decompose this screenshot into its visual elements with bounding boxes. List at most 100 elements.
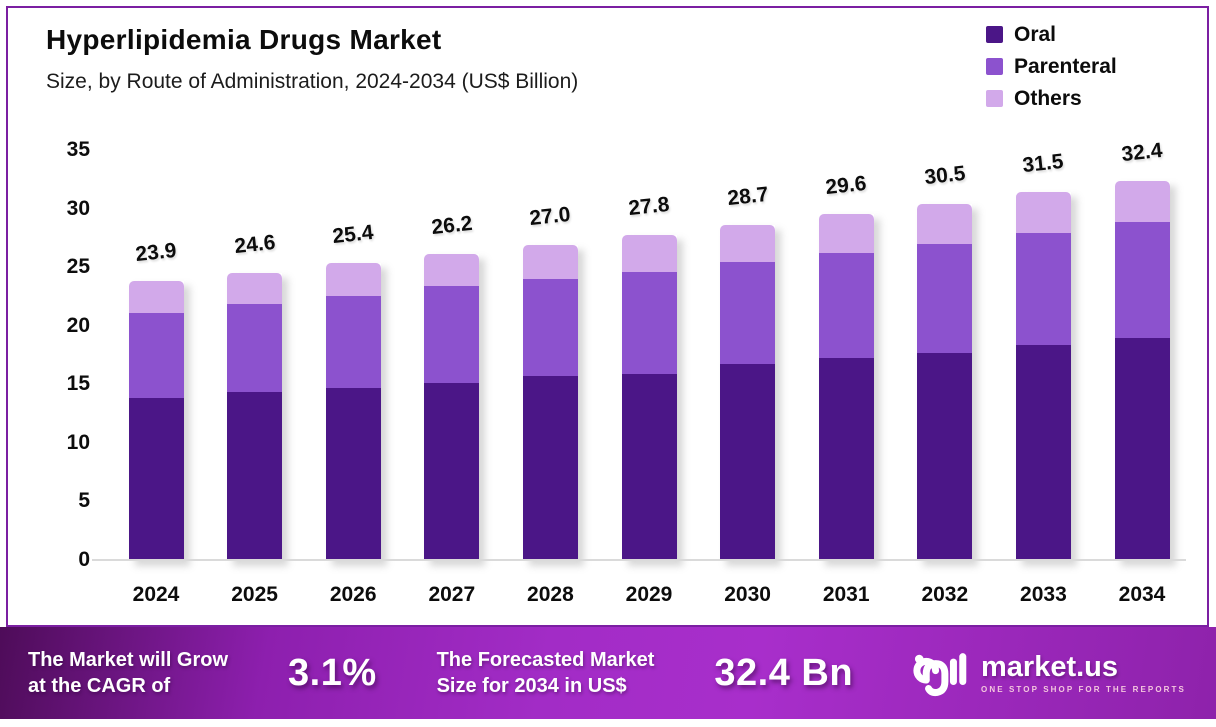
x-tick-label-2026: 2026 (329, 583, 377, 606)
y-tick-label: 25 (66, 255, 90, 279)
y-tick-label: 35 (66, 138, 90, 161)
bar-total-label-2024: 23.9 (134, 238, 178, 267)
bar-column-2025 (227, 272, 283, 561)
bar-column-2032 (917, 203, 973, 561)
x-tick-label-2027: 2027 (428, 583, 476, 606)
bar-total-label-2026: 25.4 (331, 221, 375, 249)
bar-column-2030 (720, 224, 776, 561)
bar-segment-2032-parenteral (917, 243, 973, 353)
bar-total-label-2028: 27.0 (528, 202, 572, 230)
y-tick-label: 20 (66, 313, 90, 337)
x-axis-line (92, 559, 1186, 561)
x-tick-label-2033: 2033 (1020, 583, 1067, 606)
bar-segment-2032-others (917, 203, 973, 244)
x-tick-label-2029: 2029 (625, 583, 673, 606)
bar-column-2029 (621, 235, 677, 561)
y-tick-label: 30 (66, 196, 90, 220)
marketus-logo-mark-icon (913, 653, 967, 697)
bar-segment-2025-others (227, 272, 283, 305)
bar-segment-2029-others (621, 235, 677, 272)
bar-segment-2033-parenteral (1015, 233, 1071, 346)
chart-card: Hyperlipidemia Drugs Market Size, by Rou… (6, 6, 1209, 627)
y-axis: 0 5 10 15 20 25 30 35 (38, 139, 90, 570)
plot-area: 23.9 2024 24.6 2025 25.4 2026 26.2 2027 27.0 2028… (98, 139, 1188, 606)
bar-segment-2026-parenteral (325, 296, 381, 388)
bar-segment-2034-parenteral (1114, 222, 1170, 339)
footer-banner: The Market will Grow at the CAGR of 3.1%… (0, 627, 1216, 719)
forecast-label: The Forecasted Market Size for 2034 in U… (437, 647, 655, 699)
page-title: Hyperlipidemia Drugs Market (46, 24, 442, 55)
cagr-label-line2: at the CAGR of (28, 675, 171, 697)
bar-column-2033 (1015, 192, 1071, 561)
forecast-value: 32.4 Bn (714, 651, 854, 694)
y-tick-label: 5 (78, 489, 90, 513)
bar-segment-2025-parenteral (227, 304, 283, 393)
bar-segment-2029-oral (621, 373, 677, 561)
bar-segment-2026-others (325, 263, 381, 297)
x-tick-label-2025: 2025 (231, 583, 278, 606)
forecast-label-line1: The Forecasted Market (436, 649, 655, 671)
bar-segment-2028-oral (522, 375, 578, 561)
bar-segment-2030-parenteral (720, 262, 776, 365)
y-tick-label: 0 (78, 548, 90, 571)
legend-label: Oral (1014, 23, 1057, 46)
bar-segment-2034-oral (1114, 338, 1170, 561)
bar-segment-2031-parenteral (818, 252, 874, 359)
bar-segment-2031-oral (818, 358, 874, 561)
bar-segment-2027-oral (424, 382, 480, 561)
bar-total-label-2029: 27.8 (627, 193, 671, 221)
page-subtitle: Size, by Route of Administration, 2024-2… (46, 70, 579, 93)
bar-column-2034 (1114, 181, 1170, 561)
legend-item-oral: Oral (986, 24, 1117, 45)
bar-segment-2033-others (1015, 192, 1071, 234)
cagr-label: The Market will Grow at the CAGR of (28, 647, 228, 699)
legend-swatch-icon (986, 26, 1003, 43)
bar-segment-2027-parenteral (424, 285, 480, 383)
bar-segment-2027-others (424, 254, 480, 286)
y-tick-label: 15 (66, 372, 90, 396)
bar-column-2027 (424, 254, 480, 561)
x-tick-label-2031: 2031 (822, 583, 870, 606)
cagr-value: 3.1% (288, 651, 377, 694)
bar-total-label-2033: 31.5 (1021, 149, 1065, 178)
x-tick-label-2028: 2028 (527, 583, 574, 606)
x-tick-label-2034: 2034 (1118, 583, 1166, 606)
legend-swatch-icon (986, 90, 1003, 107)
bar-column-2024 (128, 281, 184, 561)
legend-item-others: Others (986, 88, 1117, 109)
bar-segment-2025-oral (227, 392, 283, 561)
forecast-label-line2: Size for 2034 in US$ (436, 675, 627, 697)
legend-label: Others (1014, 87, 1082, 110)
x-tick-label-2024: 2024 (132, 583, 180, 606)
legend-label: Parenteral (1014, 55, 1117, 78)
bar-column-2028 (522, 244, 578, 561)
bar-segment-2033-oral (1015, 345, 1071, 561)
marketus-logo: market.us ONE STOP SHOP FOR THE REPORTS (913, 649, 1186, 697)
bar-segment-2029-parenteral (621, 271, 677, 374)
bar-total-label-2032: 30.5 (923, 161, 967, 189)
brand-name: market.us (981, 650, 1119, 683)
bar-column-2026 (325, 263, 381, 561)
brand-tagline: ONE STOP SHOP FOR THE REPORTS (981, 684, 1186, 694)
bar-segment-2028-others (522, 244, 578, 279)
bar-total-label-2034: 32.4 (1120, 139, 1164, 167)
bar-segment-2024-parenteral (128, 312, 184, 399)
cagr-label-line1: The Market will Grow (28, 649, 229, 671)
bar-segment-2026-oral (325, 387, 381, 561)
bar-segment-2032-oral (917, 352, 973, 561)
bar-total-label-2025: 24.6 (233, 230, 277, 258)
chart-legend: Oral Parenteral Others (986, 24, 1117, 120)
y-tick-label: 10 (66, 430, 90, 454)
bar-segment-2024-others (128, 281, 184, 313)
x-tick-label-2030: 2030 (724, 583, 771, 606)
brand-text: market.us ONE STOP SHOP FOR THE REPORTS (981, 650, 1186, 694)
bar-column-2031 (818, 214, 874, 561)
bar-total-label-2031: 29.6 (824, 172, 868, 200)
legend-item-parenteral: Parenteral (986, 56, 1117, 77)
bar-segment-2028-parenteral (522, 278, 578, 376)
bar-total-label-2030: 28.7 (726, 182, 770, 210)
bar-segment-2031-others (818, 214, 874, 253)
bar-segment-2030-oral (720, 364, 776, 561)
legend-swatch-icon (986, 58, 1003, 75)
bar-segment-2024-oral (128, 398, 184, 561)
